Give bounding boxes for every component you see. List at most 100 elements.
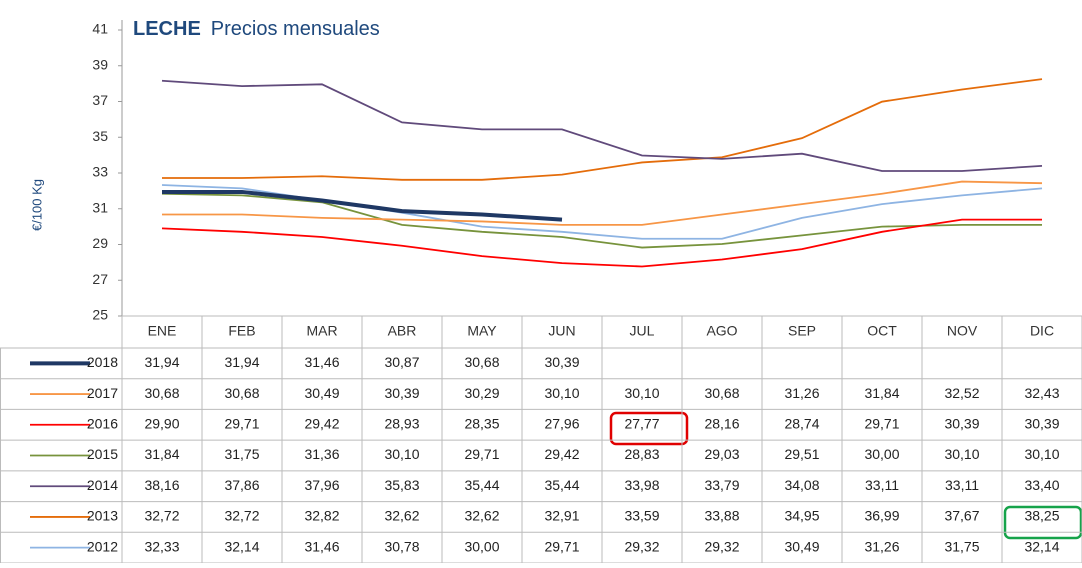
table-cell: 32,33 [144,538,179,554]
table-cell: 30,49 [784,538,819,554]
series-line [161,218,1042,268]
y-tick-label: 25 [92,307,108,323]
table-cell: 28,16 [704,415,739,431]
y-tick-label: 29 [92,235,108,251]
table-cell: 30,49 [304,385,339,401]
x-tick-label: NOV [947,323,978,339]
table-cell: 28,74 [784,415,819,431]
table-cell: 30,68 [224,385,259,401]
table-cell: 38,16 [144,477,179,493]
table-cell: 27,77 [624,415,659,431]
table-cell: 31,36 [304,446,339,462]
table-cell: 28,83 [624,446,659,462]
table-cell: 36,99 [864,508,899,524]
legend-label: 2015 [87,446,118,462]
table-cell: 30,39 [384,385,419,401]
table-cell: 29,71 [464,446,499,462]
series-line [161,192,1042,249]
table-cell: 33,40 [1024,477,1059,493]
x-tick-label: MAY [467,323,497,339]
table-cell: 32,14 [224,538,259,554]
table-cell: 31,94 [224,354,259,370]
table-cell: 31,46 [304,354,339,370]
highlight-box [609,411,689,446]
x-tick-label: DIC [1030,323,1054,339]
table-cell: 30,87 [384,354,419,370]
table-cell: 33,11 [945,477,979,493]
legend-label: 2014 [87,477,118,493]
table-cell: 29,32 [624,538,659,554]
table-cell: 32,62 [464,508,499,524]
table-cell: 35,44 [464,477,499,493]
table-cell: 34,95 [784,508,819,524]
table-cell: 35,44 [544,477,579,493]
table-cell: 29,90 [144,415,179,431]
table-cell: 27,96 [544,415,579,431]
table-cell: 30,29 [464,385,499,401]
table-cell: 37,96 [304,477,339,493]
series-line [162,189,563,222]
table-cell: 32,72 [224,508,259,524]
series-line [161,184,1043,240]
table-cell: 31,84 [144,446,179,462]
table-cell: 30,10 [1024,446,1059,462]
legend-label: 2016 [87,415,118,431]
table-cell: 31,26 [784,385,819,401]
table-cell: 31,94 [144,354,179,370]
table-cell: 33,88 [704,508,739,524]
table-cell: 35,83 [384,477,419,493]
x-tick-label: AGO [706,323,737,339]
series-line [162,78,1043,181]
x-tick-label: JUL [630,323,655,339]
table-cell: 31,75 [224,446,259,462]
table-cell: 30,39 [944,415,979,431]
table-cell: 30,10 [624,385,659,401]
table-cell: 31,46 [304,538,339,554]
table-cell: 37,86 [224,477,259,493]
x-tick-label: SEP [788,323,816,339]
table-cell: 31,84 [864,385,899,401]
x-tick-label: MAR [306,323,337,339]
table-cell: 28,93 [384,415,419,431]
highlight-box [1003,505,1082,540]
table-cell: 29,42 [304,415,339,431]
table-cell: 29,32 [704,538,739,554]
table-cell: 30,78 [384,538,419,554]
table-cell: 28,35 [464,415,499,431]
table-cell: 30,68 [464,354,499,370]
table-cell: 32,91 [544,508,579,524]
chart-title: LECHE Precios mensuales [133,18,380,40]
y-tick-label: 37 [92,92,108,108]
table-cell: 29,03 [704,446,739,462]
x-tick-label: ABR [388,323,417,339]
table-cell: 32,14 [1024,538,1059,554]
y-tick-label: 35 [92,128,108,144]
table-cell: 33,79 [704,477,739,493]
y-tick-label: 27 [92,271,108,287]
table-cell: 31,26 [864,538,899,554]
table-cell: 30,39 [1024,415,1059,431]
x-tick-label: ENE [148,323,177,339]
series-line [161,79,1043,172]
y-tick-label: 41 [92,21,108,37]
table-cell: 33,59 [624,508,659,524]
table-cell: 32,72 [144,508,179,524]
subtitle: Precios mensuales [211,18,380,40]
table-cell: 34,08 [784,477,819,493]
table-cell: 37,67 [944,508,979,524]
table-cell: 32,62 [384,508,419,524]
x-tick-label: JUN [548,323,575,339]
table-cell: 30,10 [384,446,419,462]
table-cell: 31,75 [944,538,979,554]
table-cell: 30,10 [944,446,979,462]
table-cell: 30,00 [464,538,499,554]
series-line [162,180,1043,226]
table-cell: 29,71 [224,415,259,431]
x-tick-label: OCT [867,323,897,339]
legend-label: 2018 [87,354,118,370]
table-cell: 33,98 [624,477,659,493]
table-cell: 30,68 [144,385,179,401]
legend-label: 2013 [87,508,118,524]
